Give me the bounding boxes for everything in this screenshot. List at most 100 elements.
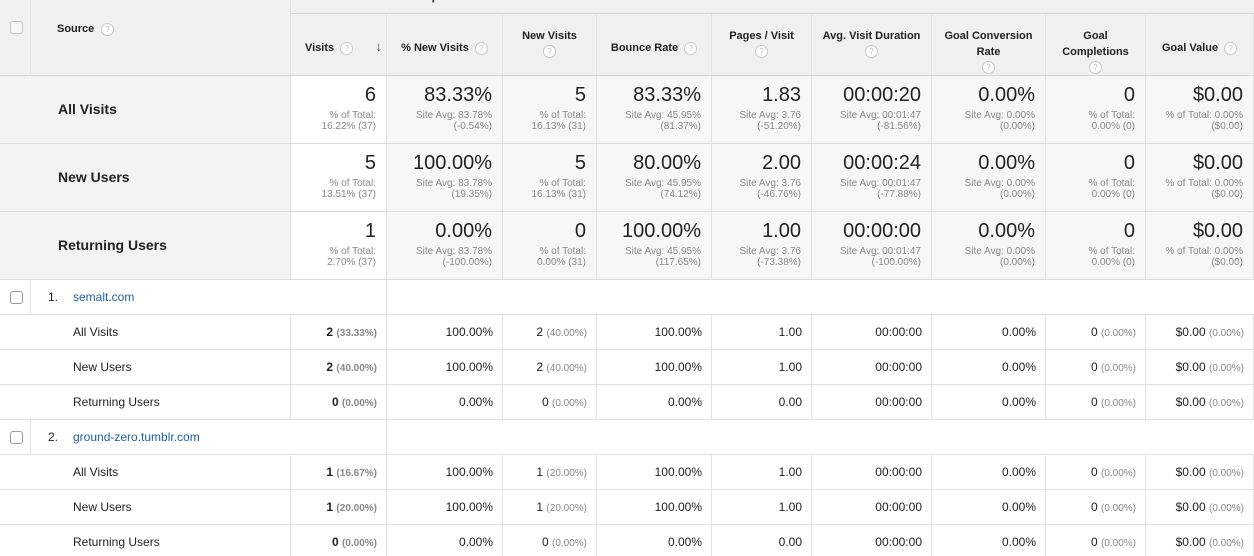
comparison-line: Site Avg: 00:01:47 [840,110,921,121]
column-header-goal-value[interactable]: Goal Value? [1146,14,1254,75]
comparison-line: 0.00% (0) [1091,257,1135,268]
help-icon[interactable]: ? [1089,61,1102,74]
cell-goal-conversion-rate: 0.00% [932,385,1046,419]
metric-comparison: % of Total: 16.13% (31) [532,110,586,132]
value-percent: (0.00%) [551,398,587,409]
cell-value: 1 (16.67%) [326,465,377,479]
summary-cell-visits: 1 % of Total: 2.70% (37) [291,212,387,279]
column-header-text: % New Visits [401,42,469,54]
cell-pages-per-visit: 0.00 [712,385,812,419]
cell-value: 0.00% [1002,500,1036,514]
table-row: All Visits 1 (16.67%) 100.00% 1 (20.00%) 100… [0,455,1254,490]
metric-value: 0.00% [978,220,1035,242]
row-checkbox[interactable] [10,291,23,304]
row-checkbox[interactable] [10,431,23,444]
select-all-checkbox[interactable] [10,21,23,34]
cell-goal-value: $0.00 (0.00%) [1146,525,1254,556]
column-header-goal-conversion-rate[interactable]: Goal Conversion Rate? [932,14,1046,75]
column-header-avg-visit-duration[interactable]: Avg. Visit Duration? [812,14,932,75]
cell-value: 100.00% [446,465,493,479]
cell-value: 0 (0.00%) [332,535,377,549]
help-icon[interactable]: ? [755,45,768,58]
cell-new-visits: 0 (0.00%) [503,385,597,419]
value-text: 0.00% [1001,500,1036,514]
column-header-pages-per-visit[interactable]: Pages / Visit? [712,14,812,75]
segment-label-cell: Returning Users [0,385,291,419]
column-header-text: Goal Conversion Rate [944,30,1033,58]
comparison-line: % of Total: [329,246,376,257]
source-row[interactable]: 1. semalt.com [0,280,1254,315]
column-header-goal-completions[interactable]: Goal Completions? [1046,14,1146,75]
help-icon[interactable]: ? [101,23,114,36]
value-text: 0.00% [458,395,493,409]
comparison-line: Site Avg: 0.00% [964,110,1035,121]
cell-value: 1.00 [779,500,802,514]
column-header-text: Bounce Rate [610,42,679,54]
column-header-visits[interactable]: Visits? ↓ [291,14,387,75]
help-icon[interactable]: ? [1224,41,1238,55]
row-checkbox-cell [0,280,31,314]
column-header-new-visits[interactable]: New Visits? [503,14,597,75]
help-icon[interactable]: ? [684,41,698,55]
source-header-label: Source [57,23,95,35]
help-icon[interactable]: ? [543,45,556,58]
cell-value: 0.00% [1002,325,1036,339]
cell-value: 1 (20.00%) [536,465,587,479]
column-header-pct-new-visits[interactable]: % New Visits? [387,14,503,75]
table-row: New Users 2 (40.00%) 100.00% 2 (40.00%) 100.… [0,350,1254,385]
help-icon[interactable]: ? [982,61,995,74]
cell-goal-completions: 0 (0.00%) [1046,385,1146,419]
metric-comparison: Site Avg: 83.78% (19.35%) [416,178,492,200]
help-icon[interactable]: ? [474,41,488,55]
value-text: 0.00% [1001,360,1036,374]
cell-bounce-rate: 0.00% [597,385,712,419]
comparison-line: % of Total: 0.00% [1165,110,1243,121]
source-link[interactable]: ground-zero.tumblr.com [73,430,200,444]
source-link[interactable]: semalt.com [73,290,135,304]
help-icon[interactable]: ? [340,41,354,55]
comparison-line: Site Avg: 3.76 [739,178,801,189]
metric-comparison: Site Avg: 45.95% (117.65%) [625,246,701,268]
cell-value: 0.00 [779,535,802,549]
cell-value: 1.00 [779,465,802,479]
select-all-cell [0,0,31,75]
cell-bounce-rate: 100.00% [597,490,712,524]
column-header-bounce-rate[interactable]: Bounce Rate? [597,14,712,75]
cell-value: 0.00% [668,395,702,409]
segment-label-cell: Returning Users [0,525,291,556]
group-header-label: Behavior [597,0,932,3]
cell-visits: 0 (0.00%) [291,385,387,419]
sort-arrow-down-icon[interactable]: ↓ [375,39,383,54]
comparison-line: Site Avg: 45.95% [625,110,701,121]
segment-label: All Visits [58,101,117,117]
group-header-behavior: Behavior [597,0,932,14]
comparison-line: Site Avg: 83.78% [416,246,492,257]
value-text: 0 [331,535,339,549]
comparison-line: (74.12%) [660,189,701,200]
group-header-acquisition: Acquisition [291,0,597,14]
cell-value: 1.00 [779,325,802,339]
source-column-header[interactable]: Source? [31,0,291,75]
comparison-line: (117.65%) [655,257,701,268]
cell-value: 0.00% [1002,465,1036,479]
cell-avg-visit-duration: 00:00:00 [812,455,932,489]
source-row[interactable]: 2. ground-zero.tumblr.com [0,420,1254,455]
cell-goal-conversion-rate: 0.00% [932,455,1046,489]
source-name-cell [31,280,387,314]
help-icon[interactable]: ? [865,45,878,58]
metric-value: 5 [574,152,586,174]
summary-cell-pages-per-visit: 1.00 Site Avg: 3.76 (-73.38%) [712,212,812,279]
value-text: 00:00:00 [875,360,922,374]
metric-comparison: Site Avg: 45.95% (81.37%) [625,110,701,132]
cell-value: $0.00 (0.00%) [1176,465,1244,479]
metric-comparison: Site Avg: 00:01:47 (-100.00%) [840,246,921,268]
cell-pct-new-visits: 100.00% [387,350,503,384]
value-percent: (20.00%) [546,503,587,514]
cell-value: 0 (0.00%) [1091,465,1136,479]
comparison-line: (0.00%) [999,257,1035,268]
cell-new-visits: 2 (40.00%) [503,350,597,384]
metric-value: 83.33% [424,84,492,106]
value-percent: (0.00%) [1208,328,1244,339]
cell-value: 0.00% [668,535,702,549]
value-text: 1 [326,465,334,479]
